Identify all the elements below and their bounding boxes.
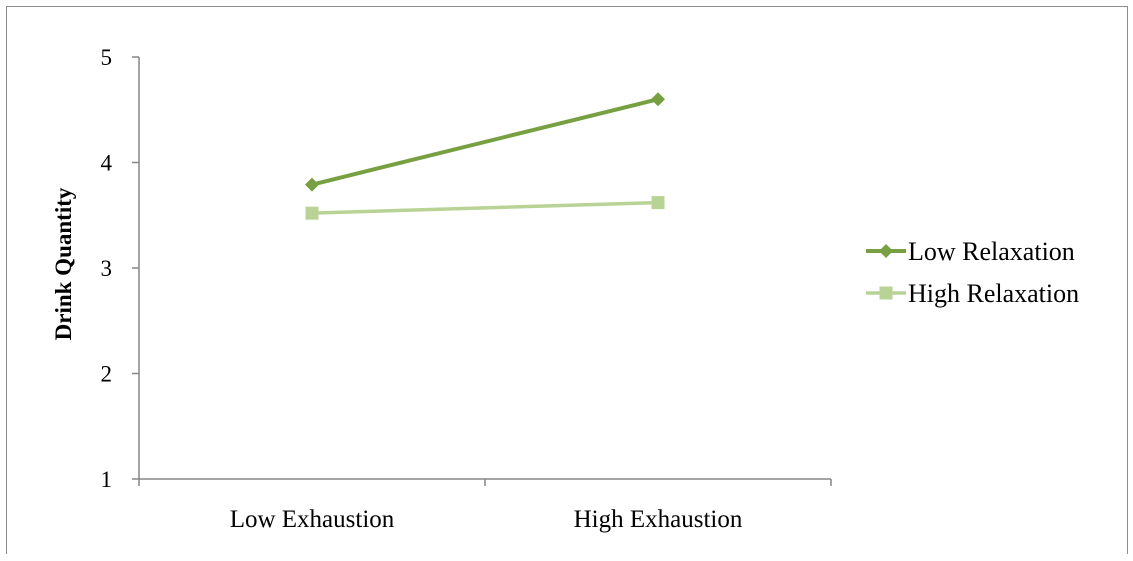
legend-item: Low Relaxation: [866, 237, 1075, 266]
y-tick-label: 1: [101, 467, 113, 492]
series-low-relaxation: [305, 92, 665, 192]
legend-swatch-marker: [879, 286, 893, 300]
series-layer: [305, 92, 665, 220]
series-line: [311, 97, 659, 187]
legend-item: High Relaxation: [866, 279, 1079, 308]
data-point: [651, 196, 665, 210]
legend-label: Low Relaxation: [908, 237, 1075, 266]
data-point: [305, 177, 319, 192]
data-point: [305, 206, 319, 220]
y-axis-title: Drink Quantity: [51, 187, 76, 340]
y-tick-label: 5: [101, 45, 113, 70]
series-high-relaxation: [305, 196, 665, 220]
legend: Low Relaxation High Relaxation: [866, 237, 1079, 308]
chart-frame: [6, 6, 1128, 554]
legend-swatch-marker: [879, 244, 893, 258]
y-tick-label: 2: [101, 362, 113, 387]
y-tick-label: 3: [101, 256, 113, 281]
series-line: [311, 200, 659, 215]
y-tick-label: 4: [101, 151, 113, 176]
x-category-label: Low Exhaustion: [230, 506, 395, 533]
x-category-label: High Exhaustion: [574, 506, 743, 533]
axes: 1 2 3 4 5 Low Exhaustion High Exhaustion Drink …: [51, 45, 832, 533]
data-point: [651, 92, 665, 107]
legend-label: High Relaxation: [908, 279, 1079, 308]
